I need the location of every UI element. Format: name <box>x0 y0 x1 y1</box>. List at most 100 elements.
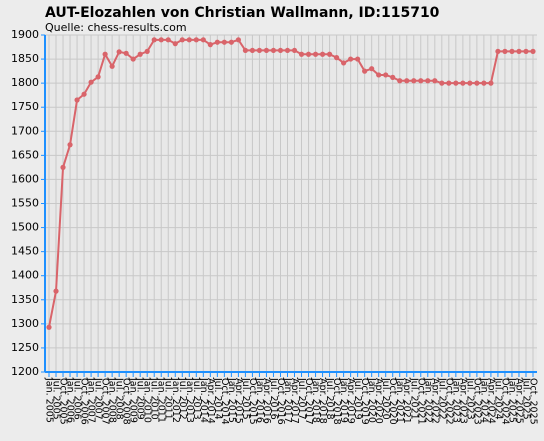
x-tick-label: Jul. 2011 <box>163 377 174 420</box>
x-tick-label: Jul. 2024 <box>492 377 503 420</box>
data-point <box>228 39 234 45</box>
data-point <box>376 72 382 78</box>
x-tick-label: Jul. 2020 <box>380 377 391 420</box>
data-point <box>355 56 361 62</box>
x-tick-label: Jan. 2005 <box>44 377 55 423</box>
y-tick-label: 1350 <box>11 293 39 306</box>
data-point <box>446 80 452 86</box>
x-tick-label: Oct. 2015 <box>247 378 258 425</box>
x-tick-label: Jul. 2018 <box>324 377 335 420</box>
x-tick-label: Jan. 2021 <box>394 377 405 423</box>
data-point <box>312 51 319 57</box>
data-point <box>109 63 115 69</box>
data-point <box>172 41 178 47</box>
data-point <box>242 47 249 54</box>
x-tick-label: Oct. 2024 <box>499 378 510 425</box>
data-point <box>362 68 368 74</box>
x-tick-label: Jul. 2019 <box>352 377 363 420</box>
x-tick-label: Jul. 2016 <box>268 377 279 420</box>
data-point <box>305 51 312 57</box>
x-tick-label: Oct. 2016 <box>275 378 286 425</box>
data-point <box>151 37 157 43</box>
x-tick-label: Jul. 2017 <box>296 377 307 420</box>
data-point <box>165 37 171 43</box>
x-tick-label: Oct. 2021 <box>415 378 426 425</box>
x-tick-label: Apr. 2016 <box>261 378 272 424</box>
data-point <box>214 39 220 45</box>
x-tick-label: Jan. 2023 <box>450 377 461 423</box>
x-tick-label: Jul. 2025 <box>520 377 531 420</box>
x-tick-label: Jul. 2008 <box>114 377 125 420</box>
data-point <box>186 37 192 43</box>
x-tick-label: Jan. 2012 <box>170 377 181 423</box>
x-tick-label: Jan. 2025 <box>506 377 517 423</box>
x-tick-label: Jan. 2017 <box>282 377 293 423</box>
data-point <box>270 47 277 54</box>
data-point <box>249 47 256 54</box>
y-tick-label: 1200 <box>11 365 39 378</box>
x-tick-label: Jul. 2021 <box>408 377 419 420</box>
x-tick-label: Oct. 2022 <box>443 378 454 425</box>
data-point <box>88 79 94 85</box>
y-tick-label: 1250 <box>11 341 39 354</box>
x-tick-label: Apr. 2022 <box>429 378 440 424</box>
x-tick-label: Jan. 2020 <box>366 377 377 423</box>
data-point <box>411 78 417 84</box>
x-tick-label: Oct. 2007 <box>100 378 111 425</box>
data-point <box>116 49 122 55</box>
x-tick-label: Oct. 2008 <box>121 378 132 425</box>
data-point <box>46 324 52 330</box>
data-line <box>48 38 533 328</box>
data-point <box>74 97 80 103</box>
x-tick-label: Jul. 2007 <box>93 377 104 420</box>
data-point <box>95 74 101 80</box>
chart-title: AUT-Elozahlen von Christian Wallmann, ID… <box>45 5 440 21</box>
x-tick-label: Apr. 2024 <box>485 378 496 424</box>
x-tick-label: Jul. 2006 <box>72 377 83 420</box>
data-point <box>348 56 354 62</box>
data-point <box>200 37 206 43</box>
data-point <box>193 37 199 43</box>
data-point <box>158 37 164 43</box>
y-tick-label: 1400 <box>11 269 39 282</box>
y-tick-label: 1700 <box>11 124 39 137</box>
y-tick-label: 1750 <box>11 100 39 113</box>
x-tick-label: Apr. 2021 <box>401 378 412 424</box>
data-point <box>425 78 431 84</box>
x-tick-label: Oct. 2006 <box>79 378 90 425</box>
data-point <box>298 51 305 57</box>
y-tick-label: 1450 <box>11 245 39 258</box>
data-point <box>509 48 515 54</box>
x-tick-label: Oct. 2005 <box>58 378 69 425</box>
x-tick-label: Oct. 2017 <box>303 378 314 425</box>
data-point <box>481 80 487 86</box>
data-point <box>263 47 270 54</box>
data-point <box>256 47 263 54</box>
data-point <box>284 47 291 54</box>
data-point <box>460 80 466 86</box>
x-tick-label: Oct. 2023 <box>471 378 482 425</box>
data-point <box>130 56 136 62</box>
x-tick-label: Apr. 2018 <box>317 378 328 424</box>
data-point <box>383 72 389 78</box>
x-tick-label: Jul. 2012 <box>177 377 188 420</box>
data-point <box>221 39 227 45</box>
x-tick-label: Jan. 2011 <box>156 377 167 423</box>
x-tick-label: Jan. 2018 <box>310 377 321 423</box>
y-tick-label: 1650 <box>11 148 39 161</box>
x-tick-label: Apr. 2015 <box>233 378 244 424</box>
x-tick-label: Jul. 2015 <box>240 377 251 420</box>
x-tick-label: Jan. 2016 <box>254 377 265 423</box>
data-point <box>277 47 284 54</box>
x-tick-label: Apr. 2023 <box>457 378 468 424</box>
data-point <box>207 42 213 48</box>
x-tick-label: Oct. 2025 <box>528 378 539 425</box>
data-point <box>102 51 108 57</box>
y-tick-label: 1850 <box>11 52 39 65</box>
x-tick-label: Jul. 2005 <box>51 377 62 420</box>
x-tick-label: Jan. 2022 <box>422 377 433 423</box>
y-tick-label: 1600 <box>11 172 39 185</box>
data-point <box>369 66 375 72</box>
data-point <box>291 47 298 54</box>
data-point <box>67 142 73 148</box>
